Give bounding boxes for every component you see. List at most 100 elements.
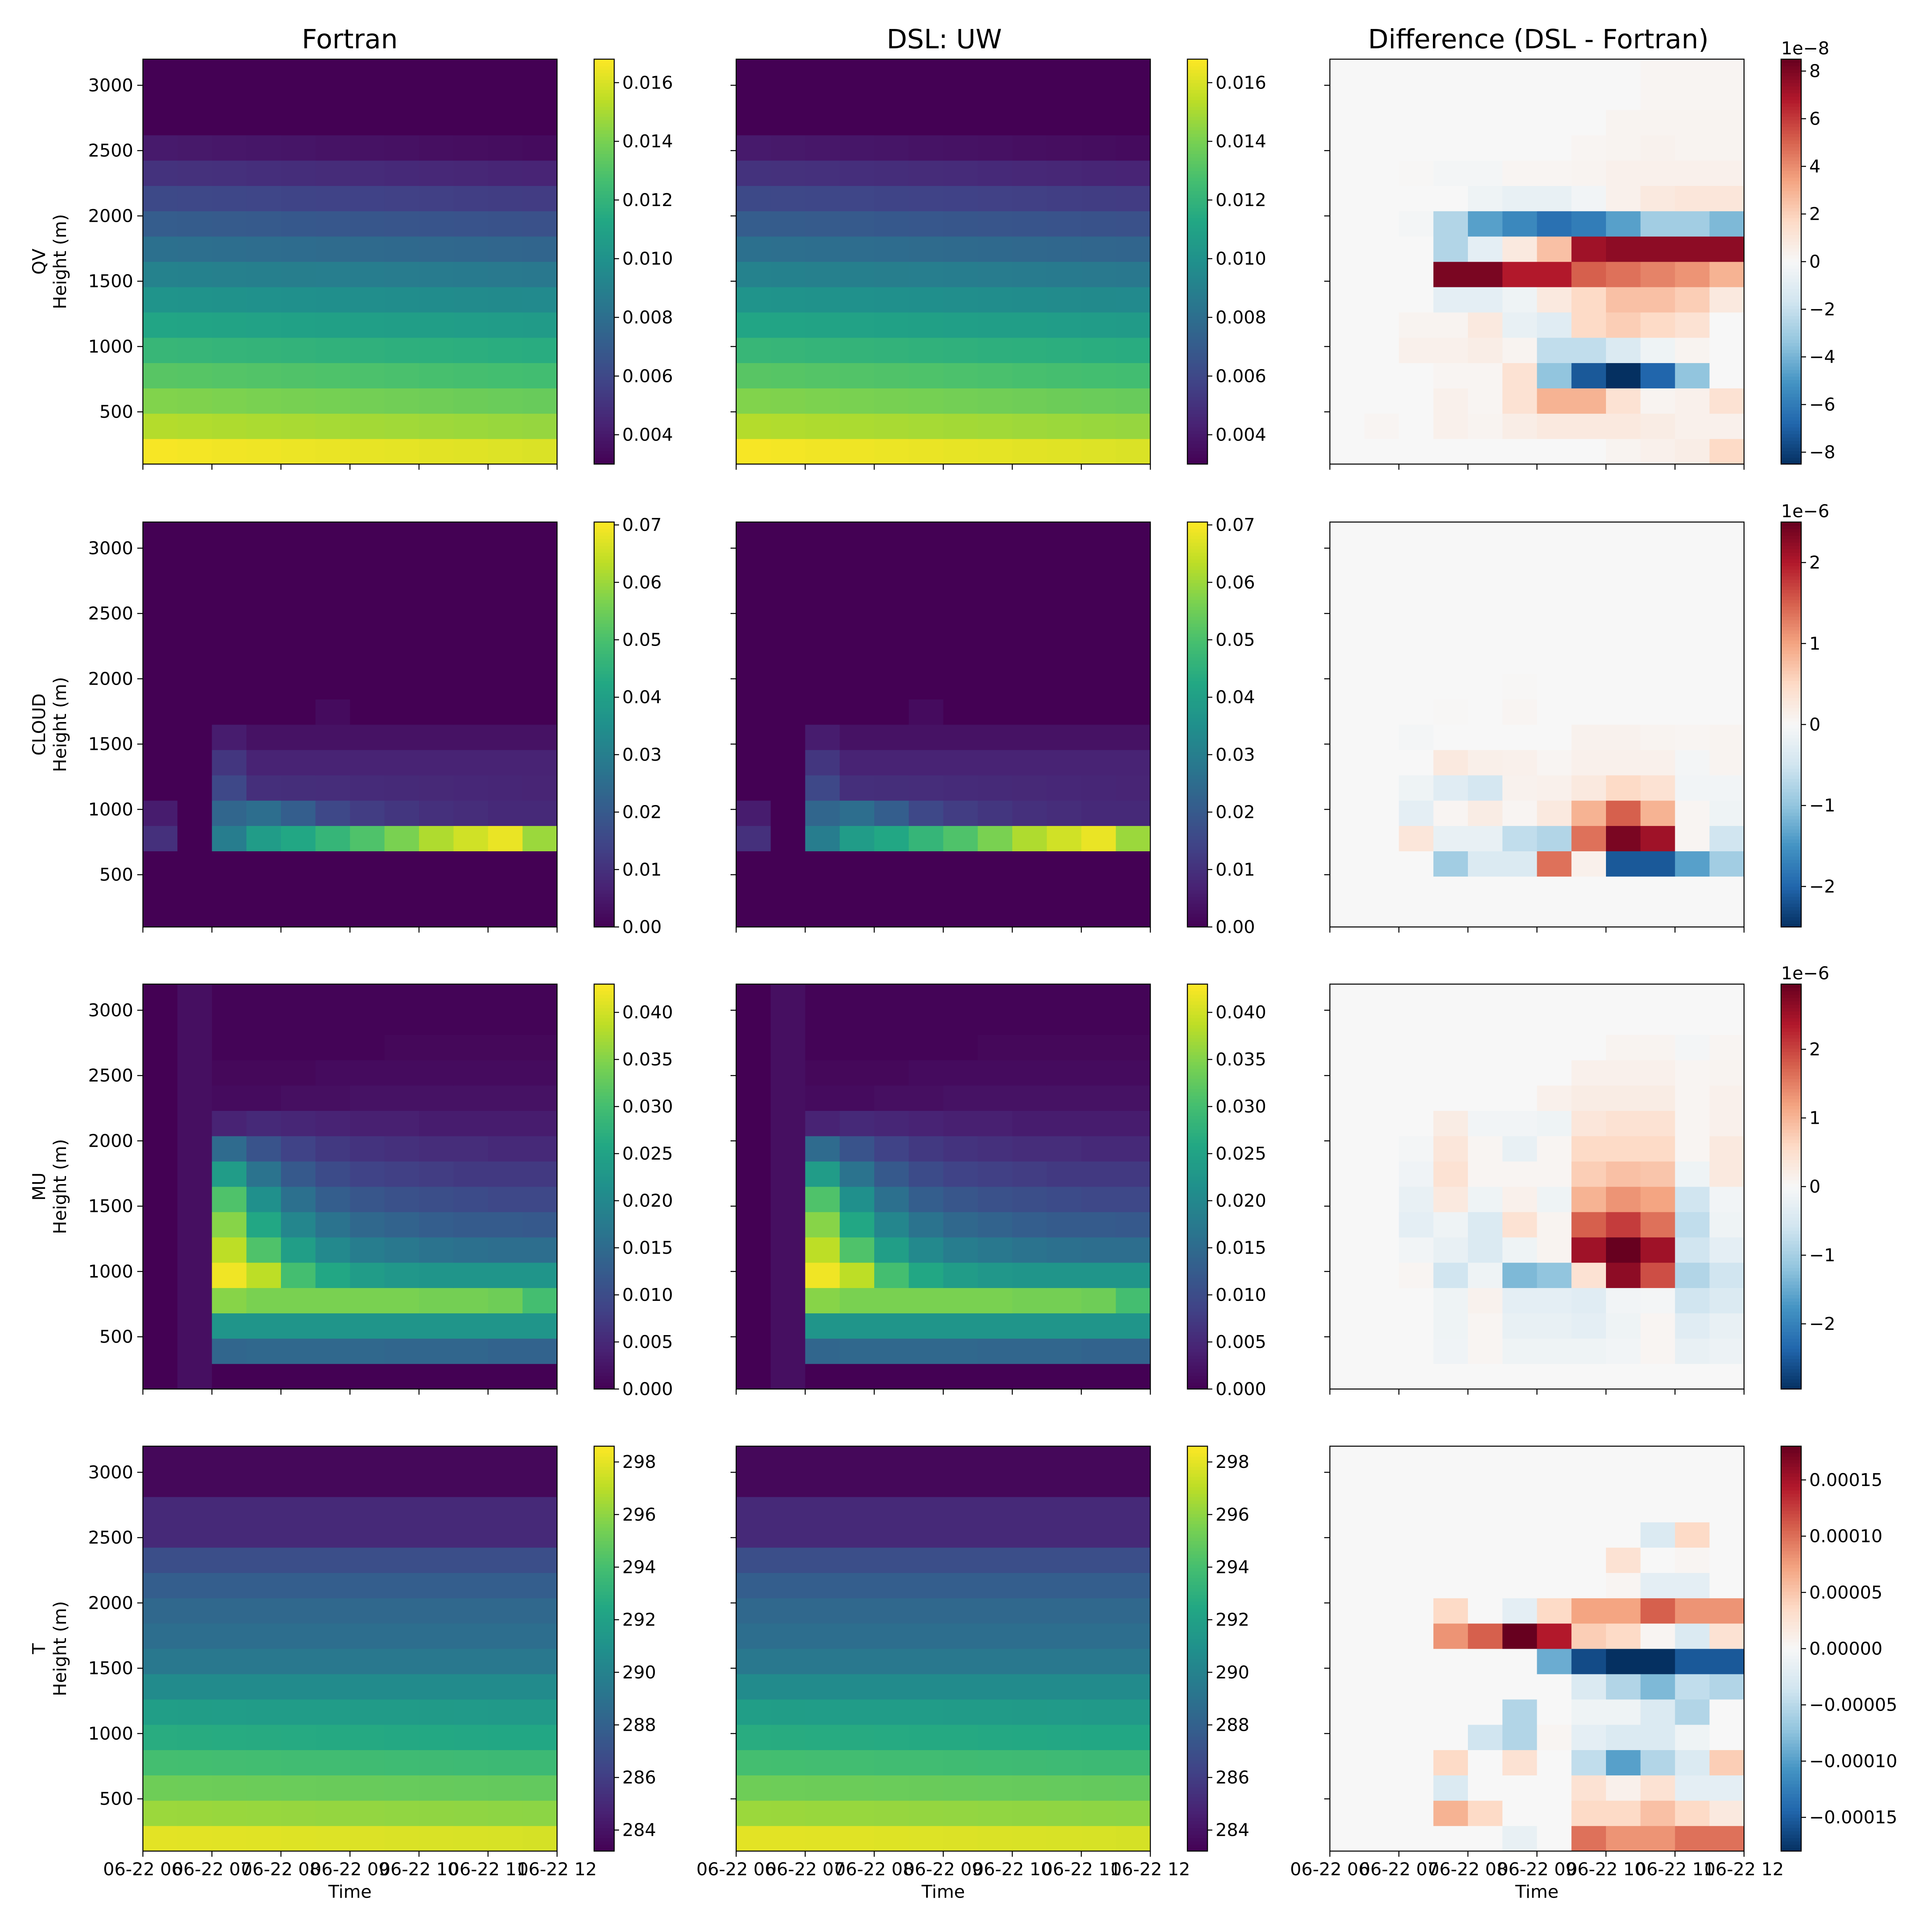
heatmap-cell bbox=[1571, 211, 1606, 237]
colorbar-segment bbox=[1187, 366, 1208, 370]
heatmap-cell bbox=[908, 135, 944, 161]
heatmap-cell bbox=[522, 1522, 557, 1548]
colorbar-segment bbox=[1187, 997, 1208, 1001]
colorbar-segment bbox=[1187, 1149, 1208, 1154]
heatmap-cell bbox=[1675, 211, 1710, 237]
heatmap-cell bbox=[315, 186, 351, 211]
heatmap-cell bbox=[1675, 699, 1710, 725]
heatmap-cell bbox=[522, 522, 557, 548]
heatmap-cell bbox=[978, 876, 1013, 902]
mu-value-0-colorbar: 0.0000.0050.0100.0150.0200.0250.0300.035… bbox=[593, 983, 673, 1399]
heatmap-cell bbox=[1081, 1034, 1116, 1061]
colorbar-segment bbox=[1187, 1750, 1208, 1754]
heatmap-cell bbox=[1640, 236, 1676, 262]
heatmap-cell bbox=[1116, 337, 1151, 363]
colorbar-segment bbox=[1781, 1048, 1801, 1052]
heatmap-cell bbox=[522, 135, 557, 161]
heatmap-cell bbox=[1399, 363, 1434, 388]
colorbar-segment bbox=[594, 339, 614, 343]
heatmap-cell bbox=[943, 1313, 978, 1339]
colorbar-segment bbox=[594, 1328, 614, 1332]
colorbar-segment bbox=[594, 1594, 614, 1599]
heatmap-cell bbox=[315, 623, 351, 649]
heatmap-cell bbox=[840, 1674, 875, 1700]
heatmap-cell bbox=[1537, 1262, 1572, 1288]
heatmap-cell bbox=[281, 160, 316, 186]
heatmap-cell bbox=[1081, 1161, 1116, 1187]
heatmap-cell bbox=[1012, 337, 1047, 363]
heatmap-cell bbox=[805, 1313, 840, 1339]
colorbar-segment bbox=[1781, 1331, 1801, 1335]
colorbar-segment bbox=[1781, 329, 1801, 333]
heatmap-cell bbox=[840, 109, 875, 136]
colorbar-segment bbox=[1187, 1224, 1208, 1228]
colorbar-segment bbox=[594, 228, 614, 232]
heatmap-cell bbox=[212, 1187, 247, 1212]
heatmap-cell bbox=[770, 699, 806, 725]
heatmap-cell bbox=[1364, 1649, 1399, 1674]
heatmap-cell bbox=[770, 1060, 806, 1086]
x-tick-label: 06-22 12 bbox=[1110, 1859, 1190, 1880]
heatmap-cell bbox=[840, 84, 875, 110]
colorbar-segment bbox=[1781, 312, 1801, 316]
colorbar-segment bbox=[594, 326, 614, 330]
heatmap-cell bbox=[1709, 1446, 1744, 1472]
heatmap-cell bbox=[1046, 1674, 1082, 1700]
heatmap-cell bbox=[1537, 1009, 1572, 1035]
heatmap-cell bbox=[1012, 160, 1047, 186]
heatmap-cell bbox=[488, 160, 523, 186]
heatmap-cell bbox=[1675, 522, 1710, 548]
colorbar-segment bbox=[1781, 204, 1801, 208]
heatmap-cell bbox=[1606, 1009, 1641, 1035]
heatmap-cell bbox=[143, 749, 178, 776]
colorbar-segment bbox=[1187, 920, 1208, 924]
heatmap-cell bbox=[1330, 84, 1365, 110]
colorbar-segment bbox=[1781, 1503, 1801, 1507]
heatmap-cell bbox=[315, 1009, 351, 1035]
colorbar-segment bbox=[1781, 1024, 1801, 1028]
heatmap-cell bbox=[1606, 724, 1641, 750]
colorbar-segment bbox=[1781, 1355, 1801, 1359]
heatmap-cell bbox=[246, 851, 281, 877]
heatmap-cell bbox=[978, 984, 1013, 1010]
heatmap-cell bbox=[1046, 1364, 1082, 1389]
colorbar-segment bbox=[594, 1659, 614, 1663]
heatmap-cell bbox=[1046, 1110, 1082, 1136]
colorbar-segment bbox=[1187, 1523, 1208, 1528]
colorbar-segment bbox=[594, 1159, 614, 1164]
colorbar-tick-label: 0.005 bbox=[1216, 1332, 1266, 1352]
heatmap-cell bbox=[177, 211, 213, 237]
heatmap-cell bbox=[212, 109, 247, 136]
colorbar-segment bbox=[1187, 1028, 1208, 1032]
heatmap-cell bbox=[350, 211, 385, 237]
heatmap-cell bbox=[143, 439, 178, 464]
heatmap-cell bbox=[805, 1699, 840, 1725]
heatmap-cell bbox=[1606, 1034, 1641, 1061]
heatmap-cell bbox=[1012, 1750, 1047, 1775]
colorbar-segment bbox=[1187, 1115, 1208, 1120]
colorbar-segment bbox=[594, 910, 614, 914]
colorbar-segment bbox=[594, 1726, 614, 1730]
colorbar-segment bbox=[594, 1365, 614, 1369]
heatmap-cell bbox=[805, 413, 840, 439]
heatmap-cell bbox=[212, 1237, 247, 1263]
heatmap-cell bbox=[350, 598, 385, 624]
heatmap-cell bbox=[1571, 1496, 1606, 1523]
colorbar-segment bbox=[594, 1274, 614, 1278]
heatmap-cell bbox=[488, 186, 523, 211]
heatmap-cell bbox=[419, 312, 454, 338]
colorbar-segment bbox=[1187, 1061, 1208, 1066]
heatmap-cell bbox=[1502, 59, 1538, 85]
heatmap-cell bbox=[1012, 1262, 1047, 1288]
heatmap-cell bbox=[770, 363, 806, 388]
colorbar-frame bbox=[593, 521, 615, 928]
colorbar-segment bbox=[594, 72, 614, 76]
heatmap-cell bbox=[943, 1237, 978, 1263]
colorbar-segment bbox=[1781, 1446, 1801, 1450]
heatmap-cell bbox=[1433, 1161, 1468, 1187]
heatmap-cell bbox=[384, 1775, 419, 1801]
colorbar-segment bbox=[594, 626, 614, 631]
colorbar-segment bbox=[594, 1804, 614, 1808]
heatmap-cell bbox=[1571, 439, 1606, 464]
